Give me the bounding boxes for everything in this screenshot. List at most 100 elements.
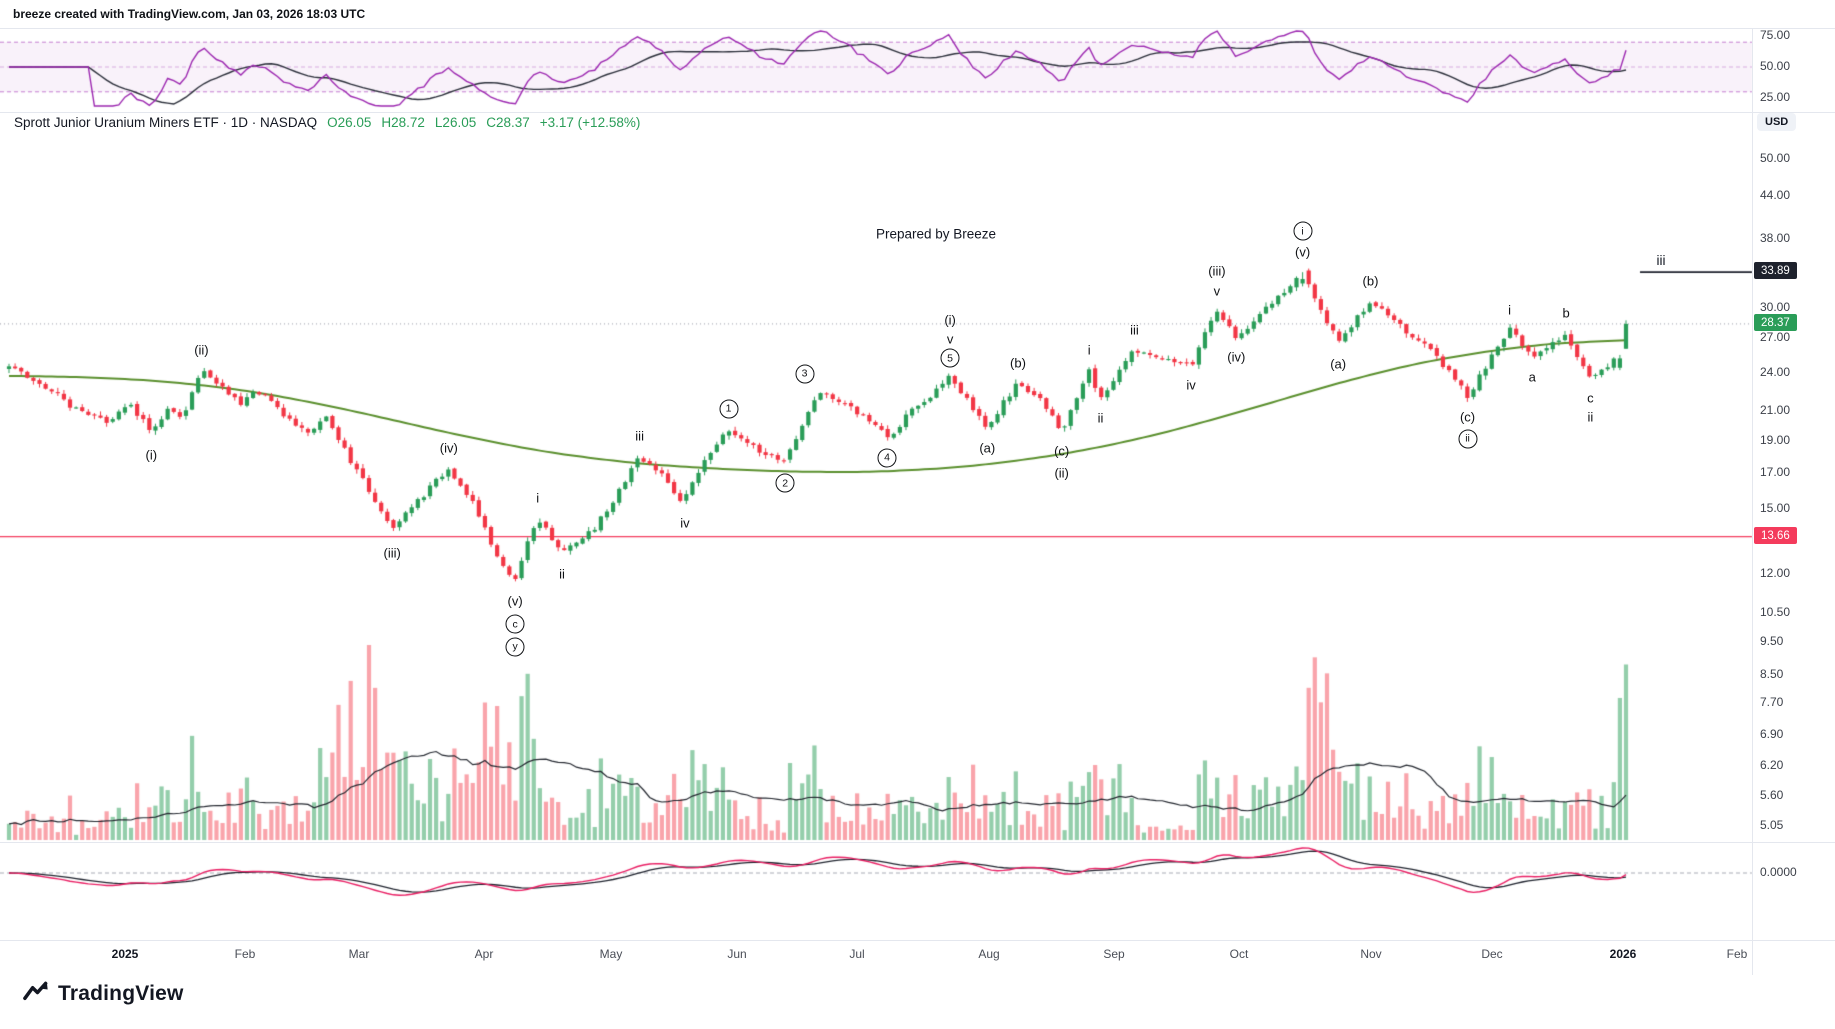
quote-high: H28.72	[381, 115, 425, 130]
wave-label[interactable]: 5	[940, 348, 960, 368]
wave-label[interactable]: y	[505, 637, 525, 657]
quote-low: L26.05	[434, 115, 477, 130]
indicator-axis-label: 25.00	[1760, 90, 1791, 104]
wave-label[interactable]: 3	[795, 364, 815, 384]
attribution-text: breeze created with TradingView.com, Jan…	[13, 7, 366, 21]
wave-label[interactable]: i	[1087, 342, 1091, 358]
price-badge: 28.37	[1754, 313, 1797, 331]
tradingview-logo-text: TradingView	[58, 981, 184, 1005]
wave-label[interactable]: (b)	[1362, 273, 1379, 289]
wave-label[interactable]: iii	[1130, 322, 1139, 338]
wave-label[interactable]: (ii)	[194, 342, 209, 358]
price-axis-label: 24.00	[1760, 364, 1791, 379]
wave-label[interactable]: (c)	[1459, 409, 1476, 425]
price-axis-label: 10.50	[1760, 605, 1791, 620]
wave-label[interactable]: (a)	[979, 440, 996, 456]
wave-label[interactable]: iv	[1186, 377, 1196, 393]
wave-label[interactable]: v	[946, 331, 954, 347]
quote-close: C28.37	[486, 115, 530, 130]
wave-label[interactable]: (ii)	[1054, 465, 1069, 481]
price-axis-label: 19.00	[1760, 432, 1791, 447]
time-axis-label: Jul	[849, 947, 865, 961]
pane-separator[interactable]	[0, 112, 1835, 113]
time-axis[interactable]: 2025 Feb Mar Apr May Jun Jul Aug Sep Oct Nov Dec 202…	[0, 947, 1835, 967]
symbol-info: Sprott Junior Uranium Miners ETF · 1D · …	[14, 115, 640, 130]
time-axis-label: Aug	[978, 947, 1000, 961]
chart-note[interactable]: Prepared by Breeze	[875, 226, 997, 242]
wave-label[interactable]: (iii)	[383, 545, 401, 561]
price-badge: 13.66	[1754, 526, 1797, 544]
time-axis-label: Jun	[727, 947, 747, 961]
wave-label[interactable]: ii	[1587, 409, 1594, 425]
price-axis-label: 38.00	[1760, 230, 1791, 245]
wave-label[interactable]: ii	[1458, 429, 1478, 449]
wave-label[interactable]: c	[505, 614, 525, 634]
price-axis-label: 15.00	[1760, 501, 1791, 516]
time-axis-label: May	[599, 947, 623, 961]
wave-label[interactable]: 2	[775, 473, 795, 493]
price-axis-label: 50.00	[1760, 151, 1791, 165]
wave-label[interactable]: 4	[877, 448, 897, 468]
price-axis-label: 30.00	[1760, 299, 1791, 314]
pane-separator	[0, 940, 1835, 941]
wave-label[interactable]: a	[1528, 369, 1536, 385]
indicator-axis[interactable]: 75.00 50.00 25.00	[1752, 0, 1835, 1029]
tradingview-logo-icon	[23, 981, 48, 1001]
wave-label[interactable]: (iv)	[1227, 349, 1246, 365]
indicator-axis-label: 75.00	[1760, 28, 1791, 42]
wave-label[interactable]: (a)	[1330, 356, 1347, 372]
wave-label[interactable]: v	[1213, 283, 1221, 299]
tradingview-logo[interactable]: TradingView	[22, 980, 184, 1007]
price-axis-label: 17.00	[1760, 464, 1791, 479]
quote-open: O26.05	[327, 115, 372, 130]
time-axis-label: Oct	[1229, 947, 1249, 961]
price-axis-label: 6.20	[1760, 758, 1784, 773]
wave-label[interactable]: 1	[719, 399, 739, 419]
time-axis-label: Feb	[234, 947, 256, 961]
wave-label[interactable]: b	[1562, 305, 1570, 321]
time-axis-label: Feb	[1726, 947, 1748, 961]
currency-label[interactable]: USD	[1757, 113, 1797, 131]
wave-label[interactable]: i	[1508, 302, 1512, 318]
wave-label[interactable]: i	[1293, 221, 1313, 241]
attribution-bar: breeze created with TradingView.com, Jan…	[0, 0, 1835, 28]
macd-zero-label: 0.0000	[1760, 865, 1797, 879]
time-axis-label: Sep	[1103, 947, 1125, 961]
pane-separator[interactable]	[0, 842, 1835, 843]
time-axis-label: 2025	[111, 947, 139, 961]
wave-label[interactable]: iv	[680, 515, 690, 531]
wave-label[interactable]: (iii)	[1208, 263, 1226, 279]
wave-label[interactable]: (i)	[145, 447, 158, 463]
price-axis-label: 8.50	[1760, 666, 1784, 681]
time-axis-label: Dec	[1481, 947, 1503, 961]
time-axis-label: Nov	[1360, 947, 1382, 961]
wave-label[interactable]: (i)	[944, 312, 956, 328]
wave-label[interactable]: iii	[635, 428, 644, 444]
price-axis-label: 21.00	[1760, 403, 1791, 418]
wave-label[interactable]: ii	[559, 566, 565, 582]
wave-label[interactable]: (v)	[507, 593, 523, 609]
price-axis-label: 5.60	[1760, 788, 1784, 803]
symbol-title[interactable]: Sprott Junior Uranium Miners ETF · 1D · …	[14, 115, 318, 130]
indicator-axis-label: 50.00	[1760, 59, 1791, 73]
wave-label[interactable]: c	[1587, 390, 1594, 406]
pane-separator	[0, 28, 1835, 29]
time-axis-label: Mar	[348, 947, 370, 961]
quote-change: +3.17 (+12.58%)	[539, 115, 641, 130]
wave-label[interactable]: (c)	[1054, 443, 1070, 459]
wave-label[interactable]: (iv)	[439, 440, 458, 456]
wave-label[interactable]: i	[536, 490, 540, 506]
wave-label[interactable]: ii	[1097, 410, 1104, 426]
price-axis-label: 12.00	[1760, 566, 1791, 581]
wave-label[interactable]: (v)	[1295, 244, 1311, 260]
time-axis-label: 2026	[1609, 947, 1637, 961]
price-axis-label: 6.90	[1760, 727, 1784, 742]
price-axis-label: 5.05	[1760, 818, 1784, 833]
price-axis[interactable]: 50.00 44.00 38.00 30.00 27.00 24.00 21.00 19.00…	[1752, 0, 1835, 1029]
wave-label[interactable]: (b)	[1010, 355, 1026, 371]
price-axis-label: 27.00	[1760, 330, 1791, 345]
price-badge: 33.89	[1754, 262, 1797, 280]
wave-iii-target-label[interactable]: iii	[1656, 253, 1666, 268]
price-axis-label: 44.00	[1760, 188, 1791, 203]
